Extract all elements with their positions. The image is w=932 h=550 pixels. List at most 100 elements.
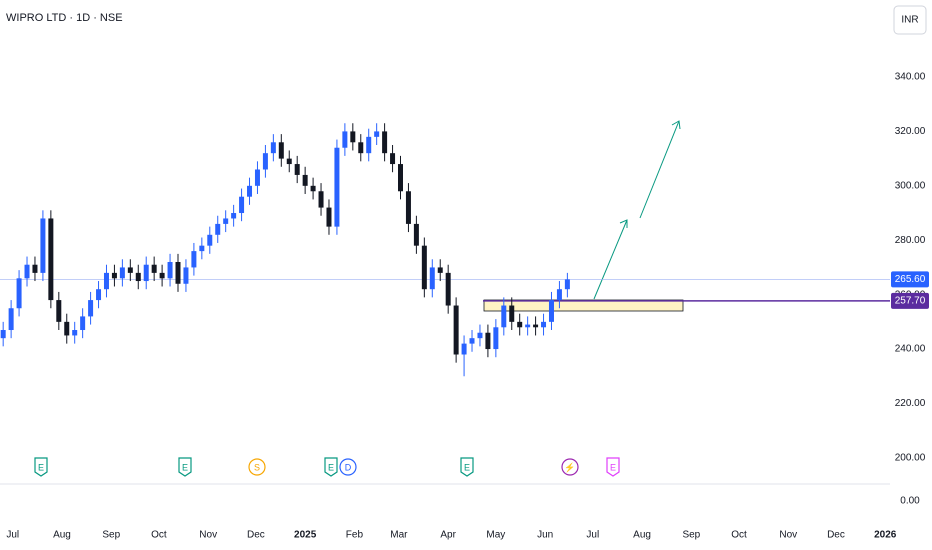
- candle-body: [358, 142, 364, 154]
- arrow: [593, 219, 628, 300]
- candle-body: [374, 131, 380, 137]
- candle-body: [334, 147, 340, 227]
- price-label-box: [891, 271, 929, 288]
- x-tick-label: Nov: [199, 530, 217, 541]
- candle-body: [88, 300, 94, 317]
- candle-body: [501, 305, 507, 328]
- candle-body: [382, 131, 388, 154]
- event-marker: [178, 457, 192, 477]
- candle-body: [119, 267, 125, 279]
- candle-body: [262, 153, 268, 170]
- y-tick-label: 220.00: [895, 398, 926, 409]
- x-tick-label: Oct: [151, 530, 167, 541]
- y-tick-label: 200.00: [895, 453, 926, 464]
- candle-body: [517, 321, 523, 328]
- y-tick-label: 320.00: [895, 126, 926, 137]
- event-marker: [460, 457, 474, 477]
- arrow-drawings: [593, 120, 681, 300]
- event-marker: [324, 457, 338, 477]
- x-tick-label: Apr: [440, 530, 456, 541]
- candle-body: [413, 223, 419, 246]
- y-tick-label: 340.00: [895, 72, 926, 83]
- event-label: E: [328, 462, 334, 472]
- candle-body: [421, 245, 427, 290]
- x-tick-label: Nov: [779, 530, 797, 541]
- candle-body: [453, 305, 459, 355]
- candle-body: [445, 272, 451, 306]
- currency-box[interactable]: [893, 5, 927, 35]
- event-marker: [606, 457, 620, 477]
- candle-body: [111, 272, 117, 279]
- candle-body: [477, 332, 483, 339]
- event-label: E: [464, 462, 470, 472]
- candle-body: [310, 185, 316, 192]
- x-tick-label: Jun: [537, 530, 553, 541]
- candle-body: [143, 264, 149, 282]
- candle-body: [191, 251, 197, 268]
- event-marker: [34, 457, 48, 477]
- candle-body: [199, 245, 205, 252]
- candle-body: [159, 272, 165, 279]
- x-tick-label: Oct: [731, 530, 747, 541]
- price-label: 265.60: [895, 274, 926, 285]
- candle-body: [429, 267, 435, 290]
- x-tick-label: Jul: [6, 530, 19, 541]
- candle-body: [175, 261, 181, 284]
- chart-title: WIPRO LTD · 1D · NSE: [6, 12, 123, 24]
- event-label: ⚡: [564, 461, 575, 473]
- candle-body: [183, 267, 189, 284]
- candle-body: [564, 279, 570, 290]
- candle-body: [533, 324, 539, 328]
- event-label: E: [38, 462, 44, 472]
- y-tick-label: 300.00: [895, 180, 926, 191]
- y-tick-label: 240.00: [895, 344, 926, 355]
- candle-body: [469, 338, 475, 344]
- candle-body: [390, 153, 396, 165]
- candle-body: [151, 264, 157, 273]
- candle-body: [207, 234, 213, 246]
- arrow-head: [671, 120, 681, 130]
- candle-body: [405, 191, 411, 224]
- candle-body: [72, 330, 78, 336]
- candle-body: [366, 136, 372, 154]
- candle-body: [135, 272, 141, 282]
- candle-body: [239, 196, 245, 214]
- candle-body: [215, 223, 221, 235]
- candle-body: [127, 267, 133, 273]
- candle-body: [40, 218, 46, 273]
- x-tick-label: Feb: [346, 530, 364, 541]
- y-tick-label: 280.00: [895, 235, 926, 246]
- arrow-head: [619, 219, 628, 228]
- candle-body: [64, 321, 70, 336]
- candle-body: [556, 289, 562, 301]
- candle-body: [318, 191, 324, 208]
- event-marker: [339, 458, 357, 476]
- candle-body: [548, 300, 554, 322]
- candle-body: [103, 272, 109, 290]
- candle-body: [461, 343, 467, 355]
- arrow: [639, 120, 680, 219]
- price-label: 257.70: [895, 296, 926, 307]
- event-marker: [561, 458, 579, 476]
- candle-body: [254, 169, 260, 186]
- x-tick-label: Sep: [102, 530, 120, 541]
- x-tick-label: 2025: [294, 530, 317, 541]
- x-tick-label: Mar: [390, 530, 408, 541]
- candle-body: [48, 218, 54, 301]
- candle-body: [247, 185, 253, 197]
- candle-body: [8, 308, 14, 331]
- x-tick-label: Dec: [247, 530, 265, 541]
- candle-body: [223, 218, 229, 224]
- candle-body: [80, 316, 86, 331]
- candle-body: [493, 327, 499, 350]
- candle-body: [286, 158, 292, 165]
- event-label: E: [182, 462, 188, 472]
- candle-body: [0, 330, 6, 339]
- candle-body: [398, 164, 403, 192]
- candle-body: [56, 300, 62, 322]
- candle-body: [437, 267, 443, 273]
- lower-pane-tick-label: 0.00: [900, 496, 920, 507]
- candle-body: [302, 174, 308, 186]
- x-tick-label: Dec: [827, 530, 845, 541]
